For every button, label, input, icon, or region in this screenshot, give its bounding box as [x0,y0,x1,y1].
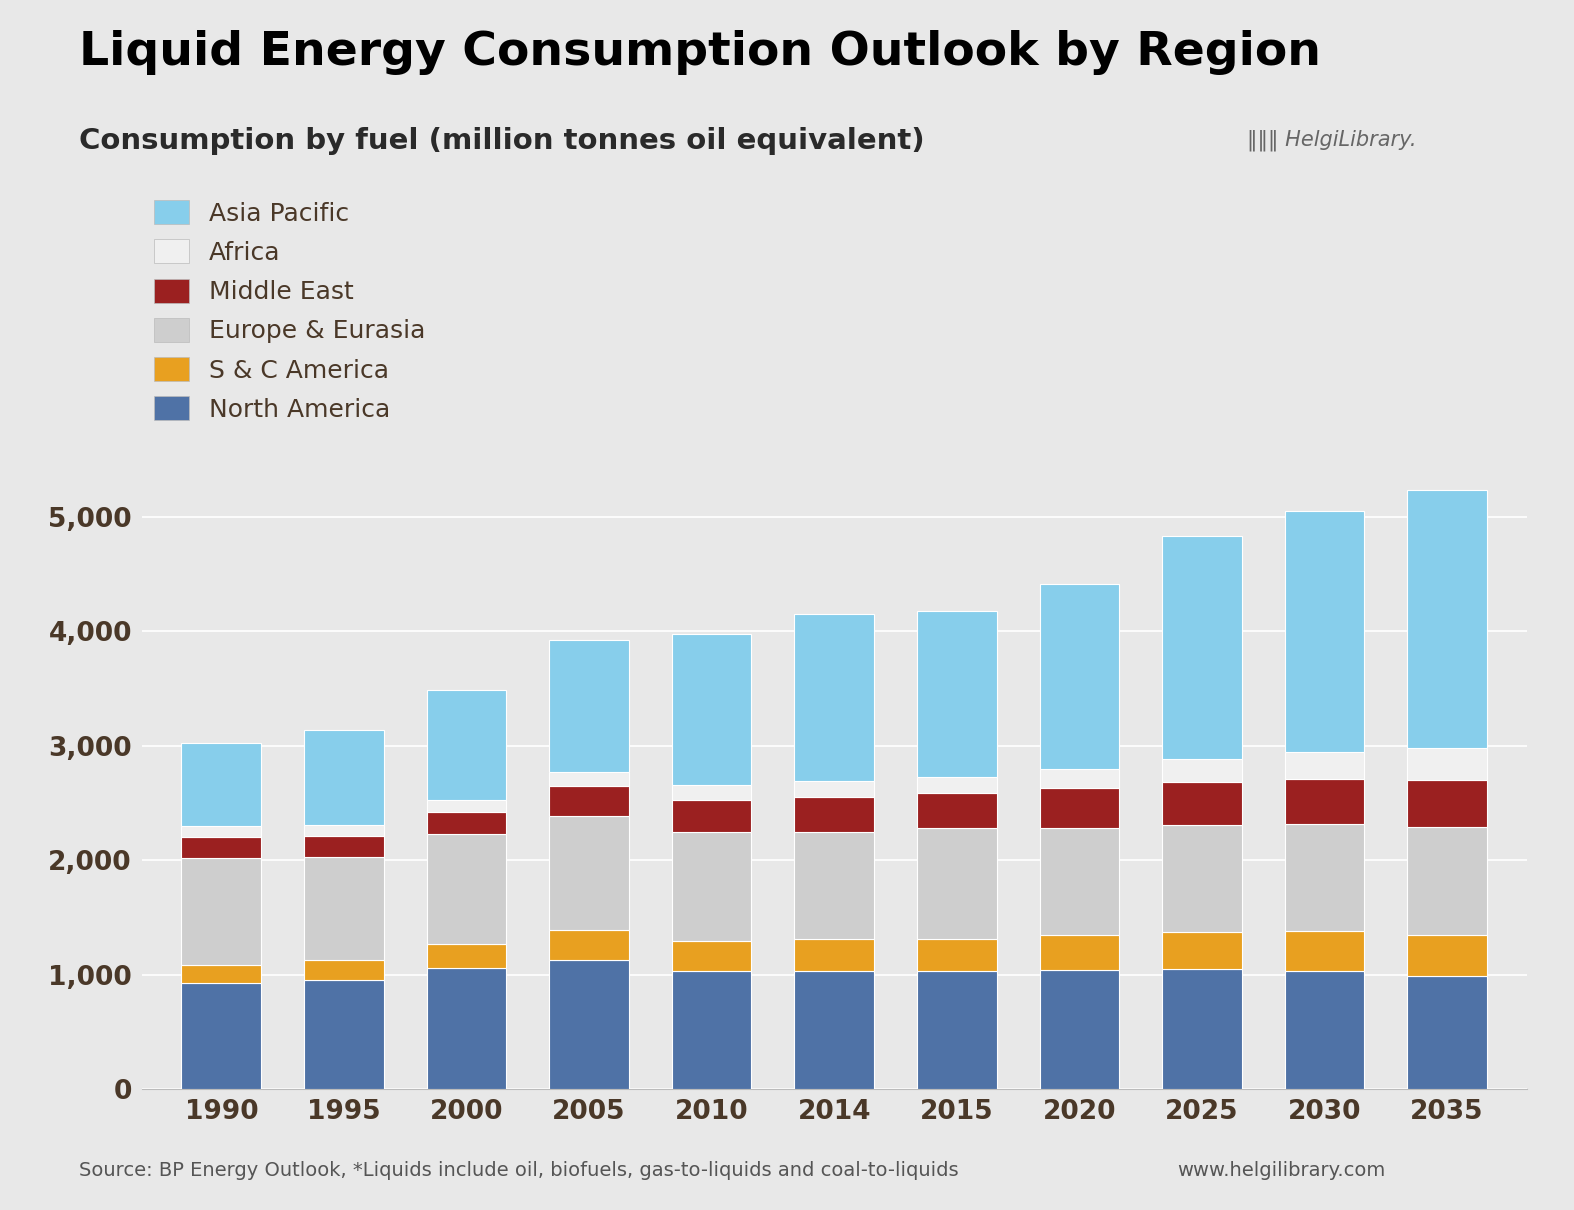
Bar [1407,779,1487,826]
Bar [672,634,751,785]
Bar [1407,935,1487,975]
Bar [181,858,261,964]
Bar [304,858,384,961]
Bar [1162,825,1242,932]
Bar [181,826,261,837]
Bar [1407,748,1487,779]
Bar [427,944,507,968]
Bar [918,972,996,1089]
Bar [672,972,751,1089]
Bar [427,690,507,800]
Bar [918,939,996,972]
Bar [1039,935,1119,970]
Bar [549,961,630,1089]
Bar [795,782,874,796]
Bar [1162,782,1242,825]
Bar [672,785,751,800]
Bar [1407,975,1487,1089]
Text: Liquid Energy Consumption Outlook by Region: Liquid Energy Consumption Outlook by Reg… [79,30,1321,75]
Text: Source: BP Energy Outlook, *Liquids include oil, biofuels, gas-to-liquids and co: Source: BP Energy Outlook, *Liquids incl… [79,1160,959,1180]
Text: Consumption by fuel (million tonnes oil equivalent): Consumption by fuel (million tonnes oil … [79,127,924,155]
Bar [549,772,630,785]
Bar [427,812,507,835]
Bar [427,968,507,1089]
Bar [795,831,874,939]
Bar [549,930,630,961]
Bar [1284,932,1365,970]
Bar [795,972,874,1089]
Bar [918,828,996,939]
Bar [1039,970,1119,1089]
Bar [549,785,630,817]
Bar [1284,970,1365,1089]
Bar [1039,768,1119,788]
Bar [1039,584,1119,768]
Bar [795,796,874,831]
Bar [427,835,507,944]
Bar [181,837,261,858]
Bar [1162,536,1242,759]
Bar [1162,932,1242,969]
Bar [795,615,874,782]
Text: www.helgilibrary.com: www.helgilibrary.com [1177,1160,1385,1180]
Bar [1284,511,1365,751]
Legend: Asia Pacific, Africa, Middle East, Europe & Eurasia, S & C America, North Americ: Asia Pacific, Africa, Middle East, Europ… [154,200,425,422]
Bar [304,836,384,858]
Bar [918,794,996,828]
Bar [181,983,261,1089]
Bar [1284,824,1365,932]
Bar [304,730,384,825]
Bar [672,800,751,831]
Bar [304,825,384,836]
Bar [1039,788,1119,828]
Bar [1284,779,1365,824]
Bar [795,939,874,972]
Bar [918,611,996,777]
Bar [1407,826,1487,935]
Text: ‖‖‖ HelgiLibrary.: ‖‖‖ HelgiLibrary. [1247,129,1417,151]
Bar [427,800,507,812]
Bar [918,777,996,794]
Bar [1162,969,1242,1089]
Bar [672,831,751,941]
Bar [1407,490,1487,748]
Bar [672,941,751,972]
Bar [1162,759,1242,782]
Bar [1284,751,1365,779]
Bar [304,980,384,1089]
Bar [181,964,261,983]
Bar [181,743,261,826]
Bar [304,961,384,980]
Bar [549,640,630,772]
Bar [1039,828,1119,935]
Bar [549,817,630,930]
